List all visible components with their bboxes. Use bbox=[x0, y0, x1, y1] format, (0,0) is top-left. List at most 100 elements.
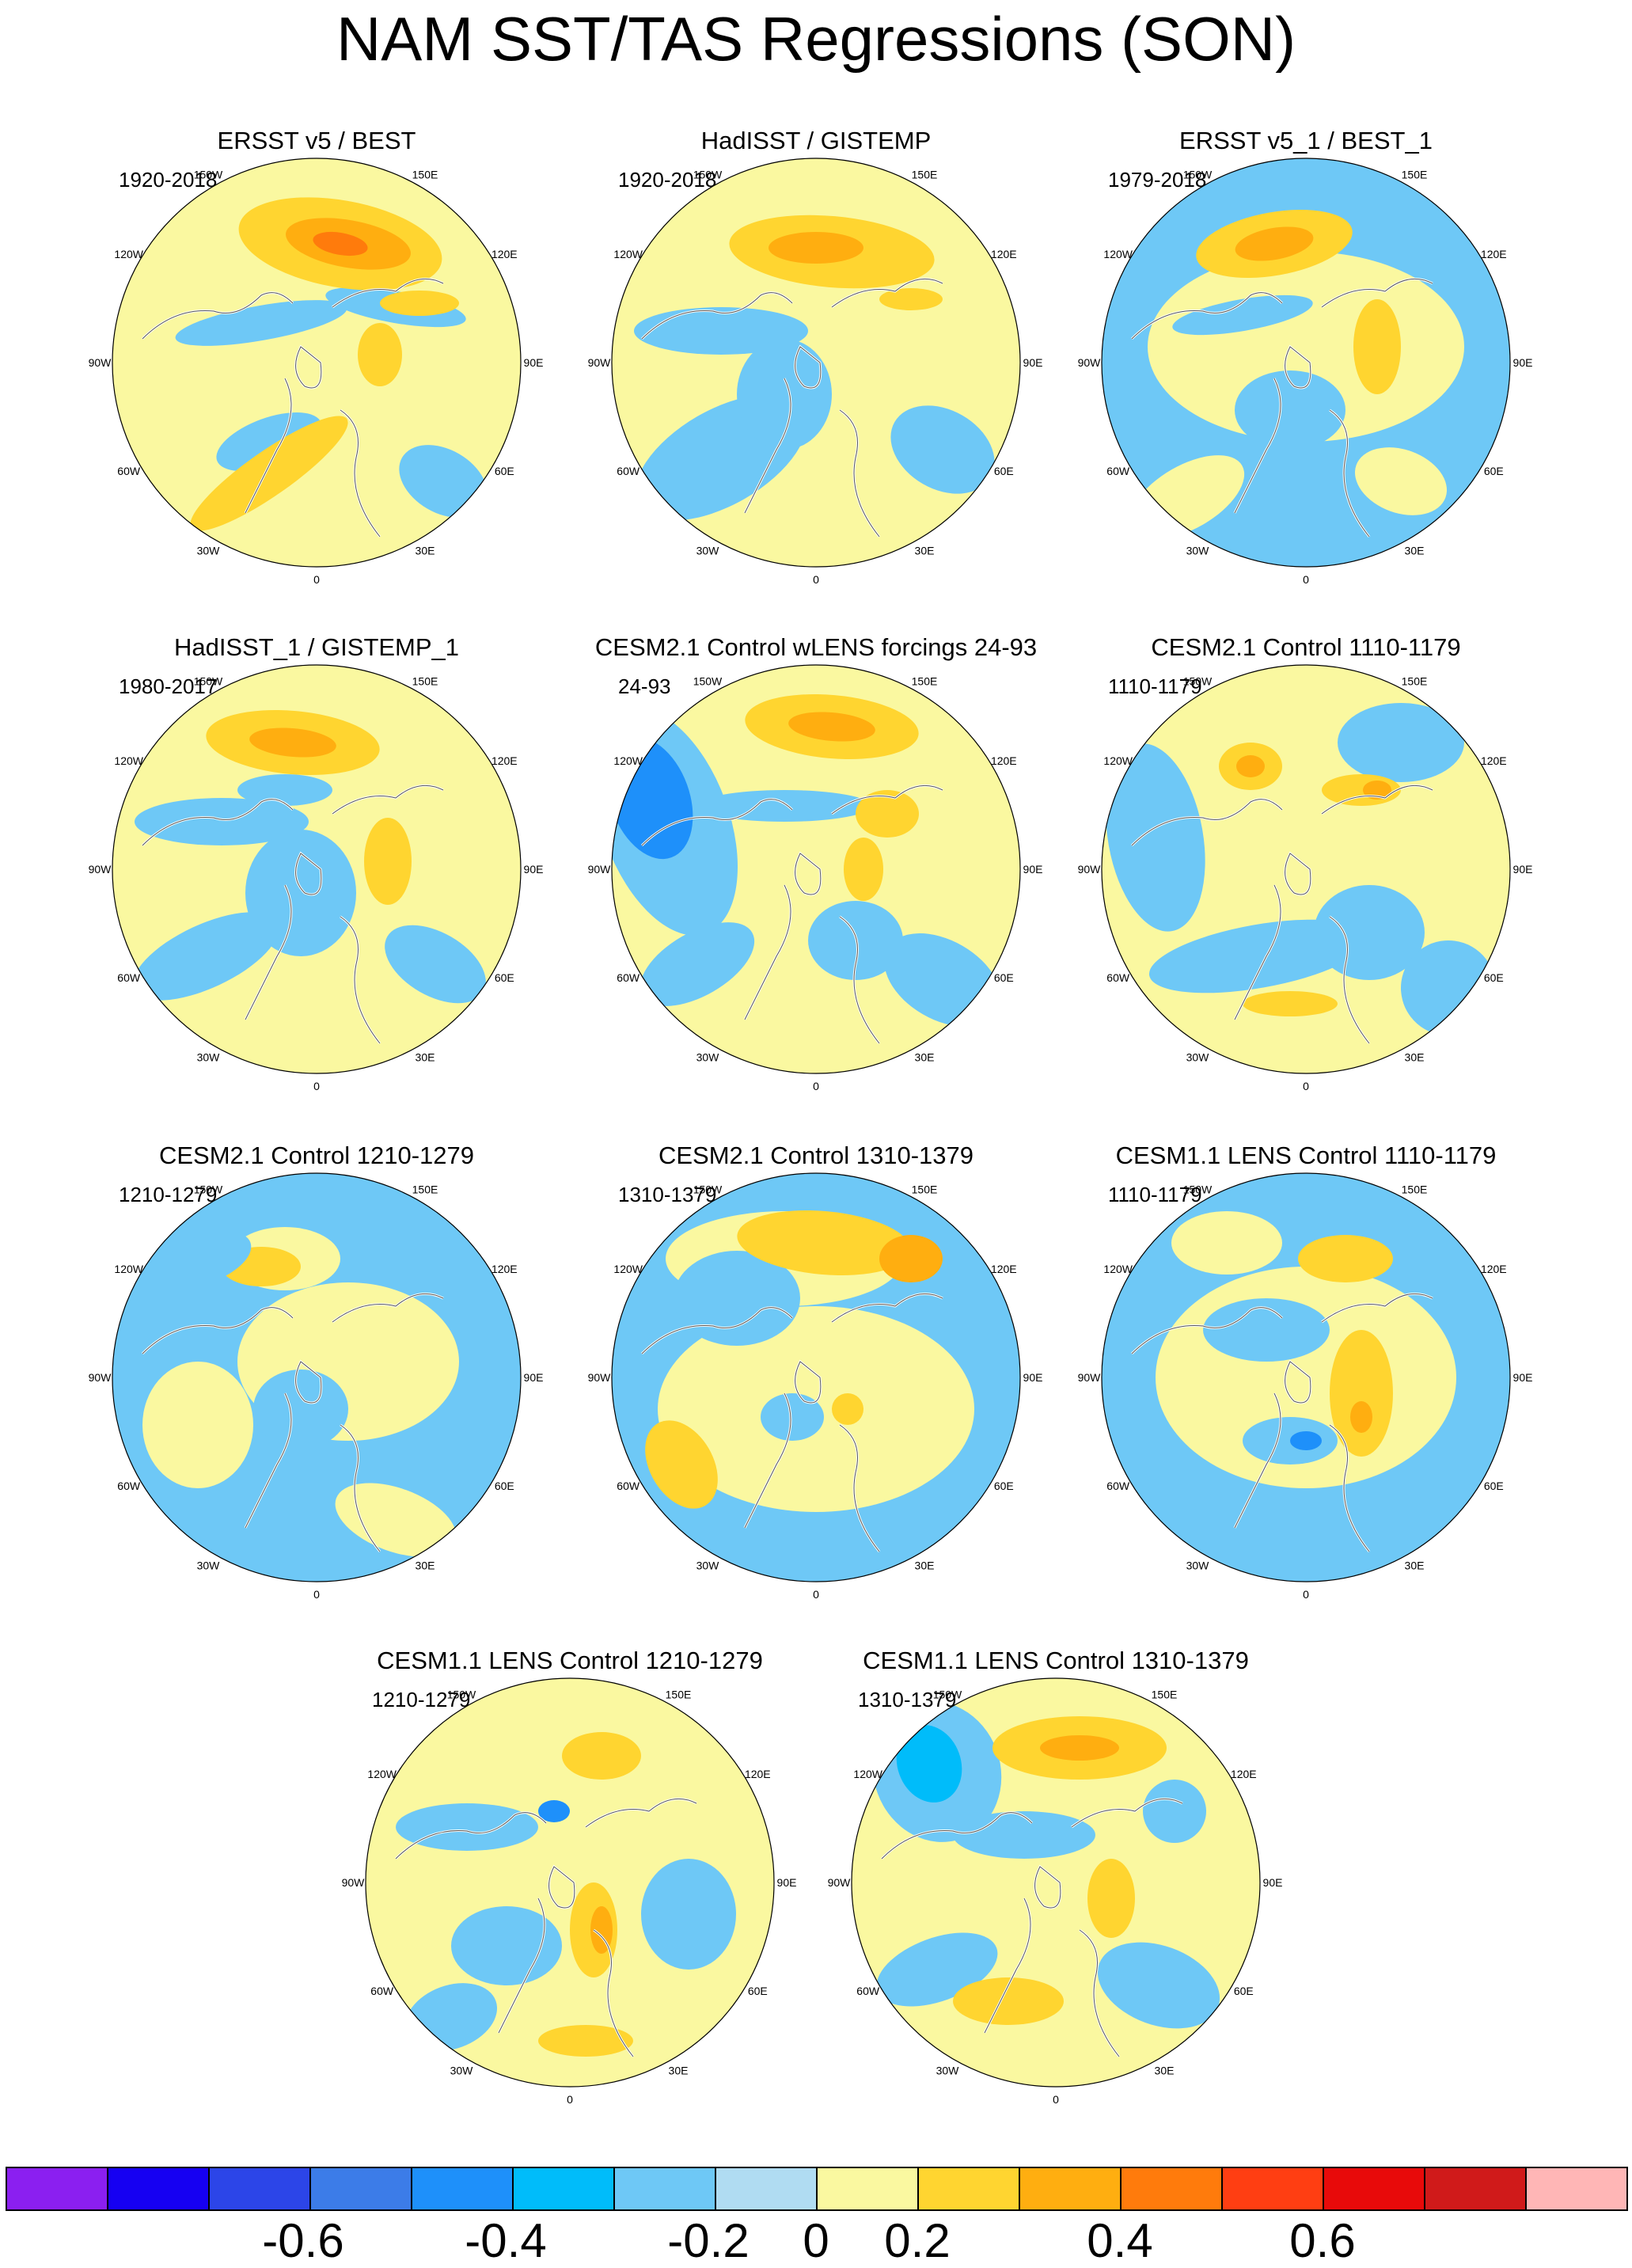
map-panel: CESM1.1 LENS Control 1110-1179 1110-1179… bbox=[1068, 1142, 1543, 1632]
longitude-label: 90E bbox=[524, 863, 544, 876]
longitude-label: 60W bbox=[117, 465, 141, 477]
longitude-label: 30W bbox=[1186, 1050, 1210, 1063]
anomaly-region bbox=[399, 445, 488, 518]
longitude-label: 60E bbox=[1484, 465, 1504, 477]
panel-title: HadISST_1 / GISTEMP_1 bbox=[173, 633, 460, 661]
longitude-label: 150W bbox=[1183, 169, 1213, 181]
coastline bbox=[340, 1424, 381, 1552]
longitude-label: 0 bbox=[1303, 1588, 1309, 1601]
colorbar-label: 0 bbox=[803, 2214, 829, 2267]
longitude-label: 150W bbox=[194, 675, 223, 688]
anomaly-region bbox=[640, 922, 755, 1006]
coastline bbox=[1131, 292, 1283, 340]
colorbar-swatch bbox=[208, 2167, 311, 2211]
anomaly-region bbox=[953, 1811, 1095, 1859]
coastline bbox=[245, 378, 292, 514]
longitude-label: 120E bbox=[991, 248, 1017, 260]
longitude-label: 60W bbox=[617, 971, 640, 984]
longitude-label: 120E bbox=[745, 1768, 771, 1780]
coastline bbox=[839, 1424, 880, 1552]
anomaly-region bbox=[1087, 1859, 1135, 1938]
longitude-label: 150E bbox=[912, 169, 938, 181]
longitude-label: 150W bbox=[1183, 1183, 1213, 1196]
anomaly-region bbox=[385, 925, 486, 1004]
longitude-label: 0 bbox=[567, 2093, 573, 2106]
longitude-label: 120W bbox=[114, 754, 143, 767]
colorbar-swatch bbox=[1019, 2167, 1122, 2211]
longitude-label: 120E bbox=[491, 754, 518, 767]
anomaly-region bbox=[896, 1725, 962, 1803]
anomaly-region bbox=[844, 838, 883, 901]
longitude-label: 120E bbox=[1231, 1768, 1257, 1780]
coastline bbox=[295, 346, 322, 389]
longitude-label: 120W bbox=[613, 754, 643, 767]
map-panel: CESM2.1 Control 1310-1379 1310-1379 1801… bbox=[579, 1142, 1053, 1632]
coastline bbox=[548, 1866, 575, 1909]
map-border bbox=[611, 158, 1021, 568]
longitude-label: 60E bbox=[748, 1985, 768, 1997]
anomaly-region bbox=[1354, 447, 1448, 515]
longitude-label: 90W bbox=[1078, 863, 1102, 876]
anomaly-region bbox=[890, 405, 995, 494]
longitude-label: 120E bbox=[991, 754, 1017, 767]
anomaly-region bbox=[1040, 1735, 1119, 1761]
longitude-label: 60W bbox=[1106, 971, 1130, 984]
longitude-label: 30E bbox=[1405, 1559, 1425, 1571]
anomaly-region bbox=[641, 1859, 736, 1970]
map-panel: HadISST_1 / GISTEMP_1 1980-2017 180150E1… bbox=[79, 633, 554, 1124]
longitude-label: 0 bbox=[313, 1588, 320, 1601]
coastline bbox=[1285, 853, 1311, 895]
longitude-label: 0 bbox=[1303, 1080, 1309, 1092]
panel-title: CESM2.1 Control 1110-1179 bbox=[1151, 633, 1461, 661]
anomaly-region bbox=[142, 1362, 253, 1488]
coastline bbox=[1234, 378, 1281, 514]
colorbar-swatch bbox=[512, 2167, 615, 2211]
anomaly-region bbox=[1353, 299, 1401, 394]
anomaly-region bbox=[1314, 885, 1425, 980]
map-border bbox=[611, 1172, 1021, 1582]
colorbar-swatch bbox=[1424, 2167, 1527, 2211]
anomaly-region bbox=[953, 1977, 1064, 2025]
longitude-label: 0 bbox=[813, 1080, 819, 1092]
anomaly-region bbox=[132, 912, 279, 1001]
longitude-label: 150W bbox=[693, 169, 723, 181]
longitude-label: 150E bbox=[1402, 1183, 1428, 1196]
anomaly-region bbox=[1203, 1298, 1330, 1362]
coastline bbox=[1131, 1307, 1283, 1354]
longitude-label: 60E bbox=[495, 465, 514, 477]
anomaly-region bbox=[1106, 743, 1205, 932]
anomaly-region bbox=[380, 291, 459, 316]
colorbar-swatch bbox=[1323, 2167, 1425, 2211]
colorbar-label: -0.6 bbox=[262, 2214, 344, 2267]
longitude-label: 90E bbox=[524, 356, 544, 369]
longitude-label: 30W bbox=[1186, 1559, 1210, 1571]
longitude-label: 30W bbox=[936, 2064, 960, 2076]
anomaly-region bbox=[562, 1732, 641, 1780]
longitude-label: 30W bbox=[1186, 544, 1210, 557]
polar-map: 180150E120E90E60E30E030W60W90W120W150W bbox=[588, 1172, 1042, 1601]
coastline bbox=[593, 1929, 634, 2057]
longitude-label: 150E bbox=[412, 1183, 438, 1196]
longitude-label: 150W bbox=[194, 169, 223, 181]
longitude-label: 150E bbox=[666, 1689, 692, 1701]
polar-map: 180150E120E90E60E30E030W60W90W120W150W bbox=[588, 158, 1042, 586]
anomaly-region bbox=[249, 728, 336, 758]
longitude-label: 120E bbox=[1481, 754, 1507, 767]
longitude-label: 0 bbox=[1053, 2093, 1059, 2106]
longitude-label: 120E bbox=[991, 1263, 1017, 1275]
longitude-label: 150W bbox=[933, 1689, 962, 1701]
longitude-label: 30E bbox=[915, 1050, 935, 1063]
longitude-label: 120W bbox=[367, 1768, 397, 1780]
coastline bbox=[744, 884, 791, 1020]
longitude-label: 60W bbox=[617, 465, 640, 477]
longitude-label: 150W bbox=[194, 1183, 223, 1196]
longitude-label: 120W bbox=[114, 1263, 143, 1275]
longitude-label: 150W bbox=[447, 1689, 476, 1701]
longitude-label: 120E bbox=[1481, 248, 1507, 260]
map-panel: CESM2.1 Control 1110-1179 1110-1179 1801… bbox=[1068, 633, 1543, 1124]
anomaly-region bbox=[788, 712, 875, 742]
coastline bbox=[498, 1898, 545, 2034]
anomaly-region bbox=[237, 774, 332, 806]
coastline bbox=[1234, 1392, 1281, 1529]
longitude-label: 60W bbox=[617, 1480, 640, 1492]
